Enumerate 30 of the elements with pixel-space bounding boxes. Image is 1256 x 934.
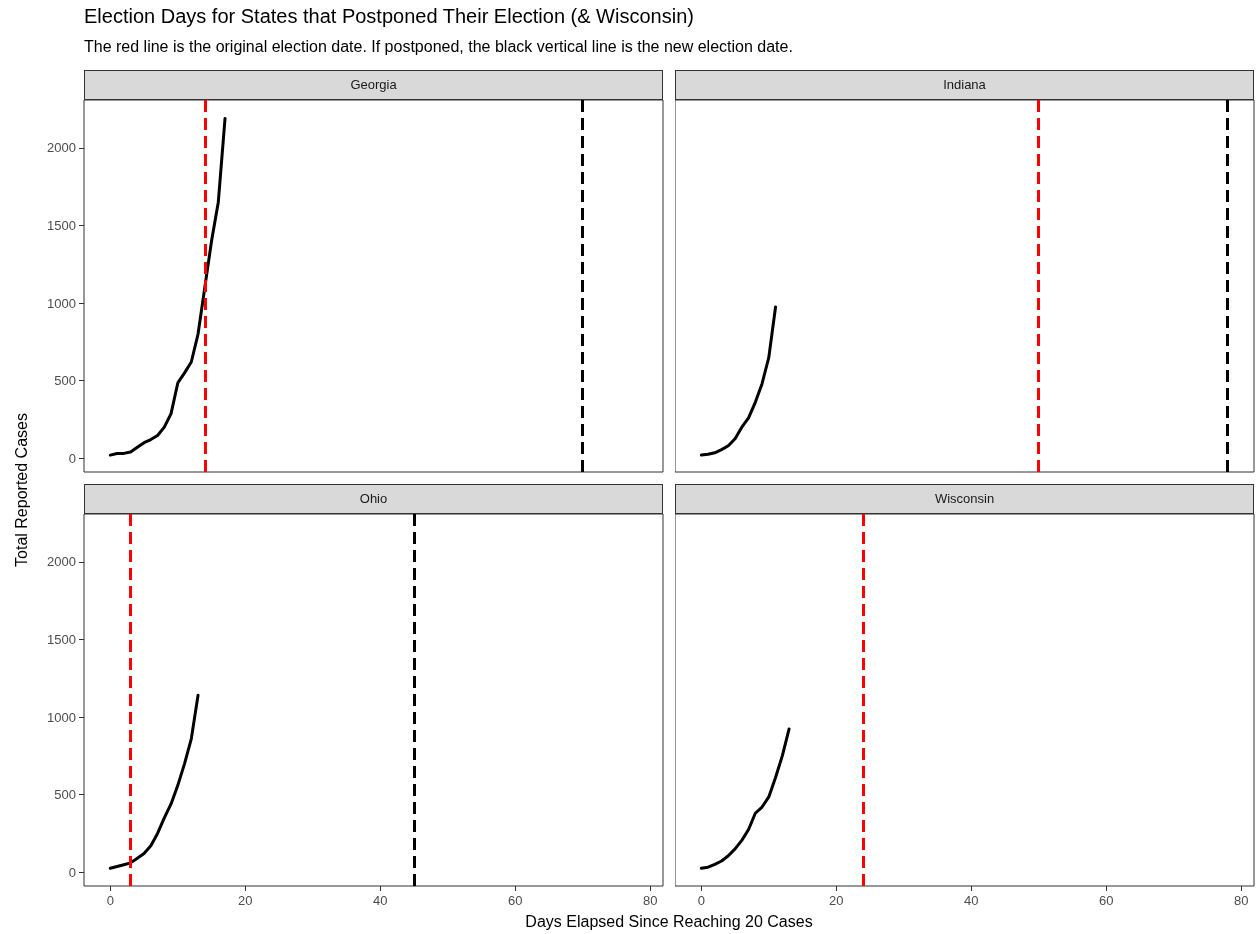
y-tick-label: 2000 xyxy=(47,140,76,156)
text: The red line is the original election date. If postponed, the black vertical line is the new election date. xyxy=(84,38,793,56)
chart-title: Indiana xyxy=(675,70,1254,100)
x-tick-label: 20 xyxy=(829,893,844,908)
y-tick-label: 500 xyxy=(54,373,76,389)
x-tick-label: 80 xyxy=(1233,893,1249,908)
line-series xyxy=(108,693,200,870)
x-tick-label: 60 xyxy=(1098,893,1114,908)
x-tick-label: 60 xyxy=(507,893,523,908)
chart-title: Wisconsin xyxy=(675,484,1254,514)
chart-title: Georgia xyxy=(84,70,663,100)
y-tick-label: 500 xyxy=(54,787,76,803)
text: Election Days for States that Postponed Their Election (& Wisconsin) xyxy=(84,5,694,28)
y-tick-label: 0 xyxy=(68,450,76,466)
y-tick-label: 1500 xyxy=(47,218,76,233)
x-tick-label: 0 xyxy=(697,893,705,908)
y-tick-label: 1500 xyxy=(47,632,76,647)
x-tick-label: 80 xyxy=(642,893,658,908)
x-axis-title: Days Elapsed Since Reaching 20 Cases xyxy=(525,913,813,931)
line-series xyxy=(108,116,227,457)
y-tick-label: 0 xyxy=(68,864,76,880)
x-tick-label: 0 xyxy=(106,893,114,908)
x-tick-label: 40 xyxy=(964,893,979,908)
x-tick-label: 40 xyxy=(373,893,388,908)
y-tick-label: 1000 xyxy=(47,295,76,311)
y-tick-label: 2000 xyxy=(47,554,76,570)
x-tick-label: 20 xyxy=(238,893,253,908)
y-tick-label: 1000 xyxy=(47,709,76,725)
chart-title: Ohio xyxy=(84,484,663,514)
y-axis-title: Total Reported Cases xyxy=(13,413,31,567)
